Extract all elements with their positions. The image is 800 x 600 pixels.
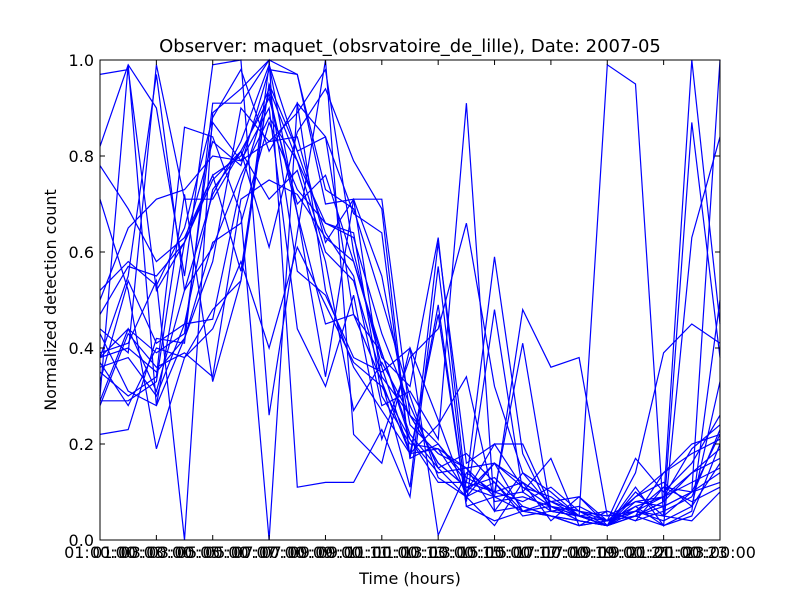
y-tick-label: 0.4 — [69, 339, 94, 358]
x-tick-label-overlap: 15:00:17 — [487, 543, 559, 562]
series-line-20 — [99, 58, 721, 541]
x-tick-label-overlap: 09:00:11 — [318, 543, 390, 562]
x-tick-label: 11:00:00 — [346, 543, 418, 562]
x-tick-label-overlap: 21:00:23 — [656, 543, 728, 562]
x-tick-label: 17:00:00 — [515, 543, 587, 562]
x-tick-label: 23:00:00 — [684, 543, 756, 562]
chart-title: Observer: maquet_(obsrvatoire_de_lille),… — [159, 36, 661, 57]
y-tick-labels: 0.0 0.2 0.4 0.6 0.8 1.0 — [69, 51, 94, 550]
series-line-10 — [99, 245, 721, 517]
plot-lines — [99, 58, 721, 541]
x-tick-label-overlap: 01:00:03 — [92, 543, 164, 562]
x-tick-label: 01:00:00 — [64, 543, 136, 562]
x-tick-labels: 01:00:0003:00:0005:00:0007:00:0009:00:00… — [64, 543, 756, 562]
series-line-4 — [99, 59, 721, 522]
x-tick-label: 09:00:00 — [290, 543, 362, 562]
y-axis-label: Normalized detection count — [41, 189, 60, 411]
series-line-6 — [99, 64, 721, 527]
x-tick-label: 19:00:00 — [571, 543, 643, 562]
series-line-2 — [99, 96, 721, 527]
x-tick-label-overlap: 17:00:19 — [543, 543, 615, 562]
y-tick-label: 0.2 — [69, 435, 94, 454]
x-tick-label-overlap: 19:00:21 — [600, 543, 672, 562]
y-tick-label: 1.0 — [69, 51, 94, 70]
series-line-1 — [99, 116, 721, 522]
x-axis-label: Time (hours) — [358, 569, 461, 588]
series-line-13 — [99, 81, 721, 527]
x-tick-label: 05:00:00 — [177, 543, 249, 562]
x-tick-label: 13:00:00 — [402, 543, 474, 562]
y-tick-label: 0.0 — [69, 531, 94, 550]
y-tick-label: 0.8 — [69, 147, 94, 166]
series-line-14 — [99, 136, 721, 528]
series-line-21 — [99, 101, 721, 541]
y-tick-label: 0.6 — [69, 243, 94, 262]
x-tick-label-overlap: 07:00:09 — [261, 543, 333, 562]
series-line-8 — [99, 150, 721, 527]
series-line-22 — [99, 68, 721, 527]
x-tick-label: 07:00:00 — [233, 543, 305, 562]
axis-ticks — [99, 59, 721, 541]
x-tick-label: 15:00:00 — [459, 543, 531, 562]
x-tick-label-overlap: 11:00:13 — [374, 543, 446, 562]
x-tick-label-overlap: 05:00:07 — [205, 543, 277, 562]
x-tick-label-overlap: 03:00:05 — [149, 543, 221, 562]
x-tick-label: 21:00:00 — [628, 543, 700, 562]
x-tick-label: 03:00:00 — [120, 543, 192, 562]
x-tick-label-overlap: 13:00:15 — [430, 543, 502, 562]
plot-frame — [99, 59, 721, 541]
